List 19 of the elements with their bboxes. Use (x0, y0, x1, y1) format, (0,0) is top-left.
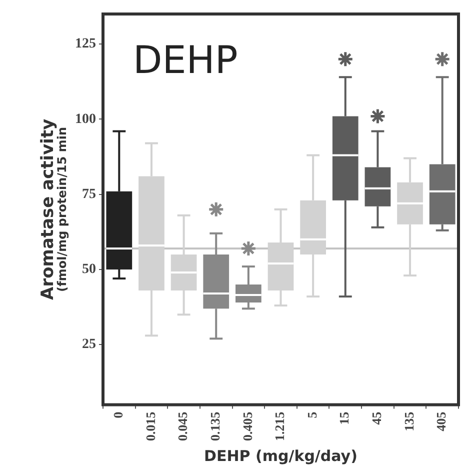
y-tick-label: 50 (82, 262, 96, 278)
x-tick-label: 0.045 (175, 411, 190, 441)
x-tick-label: 0.015 (142, 411, 158, 441)
y-tick-label: 125 (75, 36, 96, 52)
x-axis-title: DEHP (mg/kg/day) (204, 446, 358, 465)
x-tick-label: 0.135 (207, 411, 222, 441)
x-tick-label: 135 (401, 411, 416, 432)
y-tick-label: 75 (82, 186, 96, 202)
x-tick-label: 405 (434, 411, 449, 432)
x-tick-label: 15 (336, 411, 352, 425)
y-tick-label: 25 (82, 337, 96, 352)
x-tick-label: 0.405 (240, 411, 255, 441)
x-tick-label: 5 (304, 411, 320, 418)
x-tick-label: 1.215 (272, 411, 288, 441)
y-tick-label: 100 (75, 112, 96, 127)
y-axis-title: Aromatase activity (fmol/mg protein/15 min (38, 118, 70, 300)
text: DEHP (133, 38, 238, 82)
x-tick-label: 0 (110, 412, 126, 418)
x-tick-label: 45 (369, 411, 384, 425)
